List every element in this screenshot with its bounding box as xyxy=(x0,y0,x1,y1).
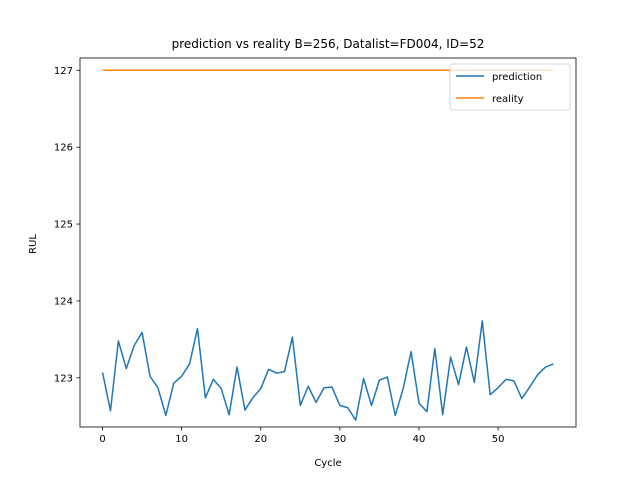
x-tick-label: 20 xyxy=(254,434,267,445)
legend: prediction reality xyxy=(449,63,571,111)
x-tick-label: 50 xyxy=(492,434,505,445)
x-tick-label: 40 xyxy=(413,434,426,445)
x-tick-label: 10 xyxy=(175,434,188,445)
y-axis-ticks: 123 124 125 126 127 xyxy=(54,66,80,384)
y-axis-label: RUL xyxy=(28,234,39,254)
x-axis-ticks: 0 10 20 30 40 50 xyxy=(99,427,504,445)
axes-frame xyxy=(79,57,577,428)
legend-label-reality: reality xyxy=(492,94,524,105)
y-tick-label: 125 xyxy=(54,220,73,231)
x-tick-label: 30 xyxy=(333,434,346,445)
series-line-prediction xyxy=(101,320,554,421)
legend-label-prediction: prediction xyxy=(492,72,542,83)
y-tick-label: 124 xyxy=(54,296,73,307)
chart-title: prediction vs reality B=256, Datalist=FD… xyxy=(172,37,485,51)
x-axis-label: Cycle xyxy=(314,458,341,469)
y-tick-label: 126 xyxy=(54,143,73,154)
y-tick-label: 123 xyxy=(54,373,73,384)
y-tick-label: 127 xyxy=(54,66,73,77)
x-tick-label: 0 xyxy=(99,434,105,445)
plot-area xyxy=(79,57,577,428)
